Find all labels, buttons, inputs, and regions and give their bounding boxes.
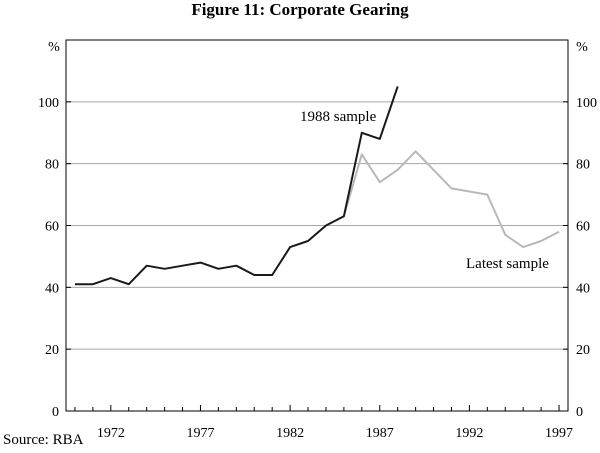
x-tick-label-1982: 1982 — [276, 426, 304, 441]
y-axis-unit-left: % — [48, 40, 60, 55]
x-tick-label-1997: 1997 — [545, 426, 573, 441]
y-tick-label-right-80: 80 — [576, 158, 590, 173]
y-tick-label-left-40: 40 — [45, 281, 59, 296]
y-tick-label-right-20: 20 — [576, 343, 590, 358]
series-label-latest-sample: Latest sample — [466, 256, 549, 272]
y-tick-label-right-100: 100 — [576, 96, 597, 111]
chart-title: Figure 11: Corporate Gearing — [191, 0, 409, 19]
y-axis-unit-right: % — [576, 40, 588, 55]
y-tick-label-left-80: 80 — [45, 158, 59, 173]
x-tick-label-1992: 1992 — [455, 426, 483, 441]
y-tick-label-left-100: 100 — [38, 96, 59, 111]
y-tick-label-right-40: 40 — [576, 281, 590, 296]
source-note: Source: RBA — [3, 432, 84, 448]
series-label-1988-sample: 1988 sample — [300, 109, 377, 125]
series-1988-sample — [75, 86, 399, 286]
x-tick-label-1972: 1972 — [97, 426, 125, 441]
x-tick-label-1987: 1987 — [366, 426, 394, 441]
y-tick-label-left-20: 20 — [45, 343, 59, 358]
y-tick-label-left-0: 0 — [52, 405, 59, 420]
y-tick-label-right-0: 0 — [576, 405, 583, 420]
x-tick-label-1977: 1977 — [186, 426, 214, 441]
y-tick-label-left-60: 60 — [45, 220, 59, 235]
y-tick-label-right-60: 60 — [576, 220, 590, 235]
series-latest-sample — [342, 150, 560, 249]
